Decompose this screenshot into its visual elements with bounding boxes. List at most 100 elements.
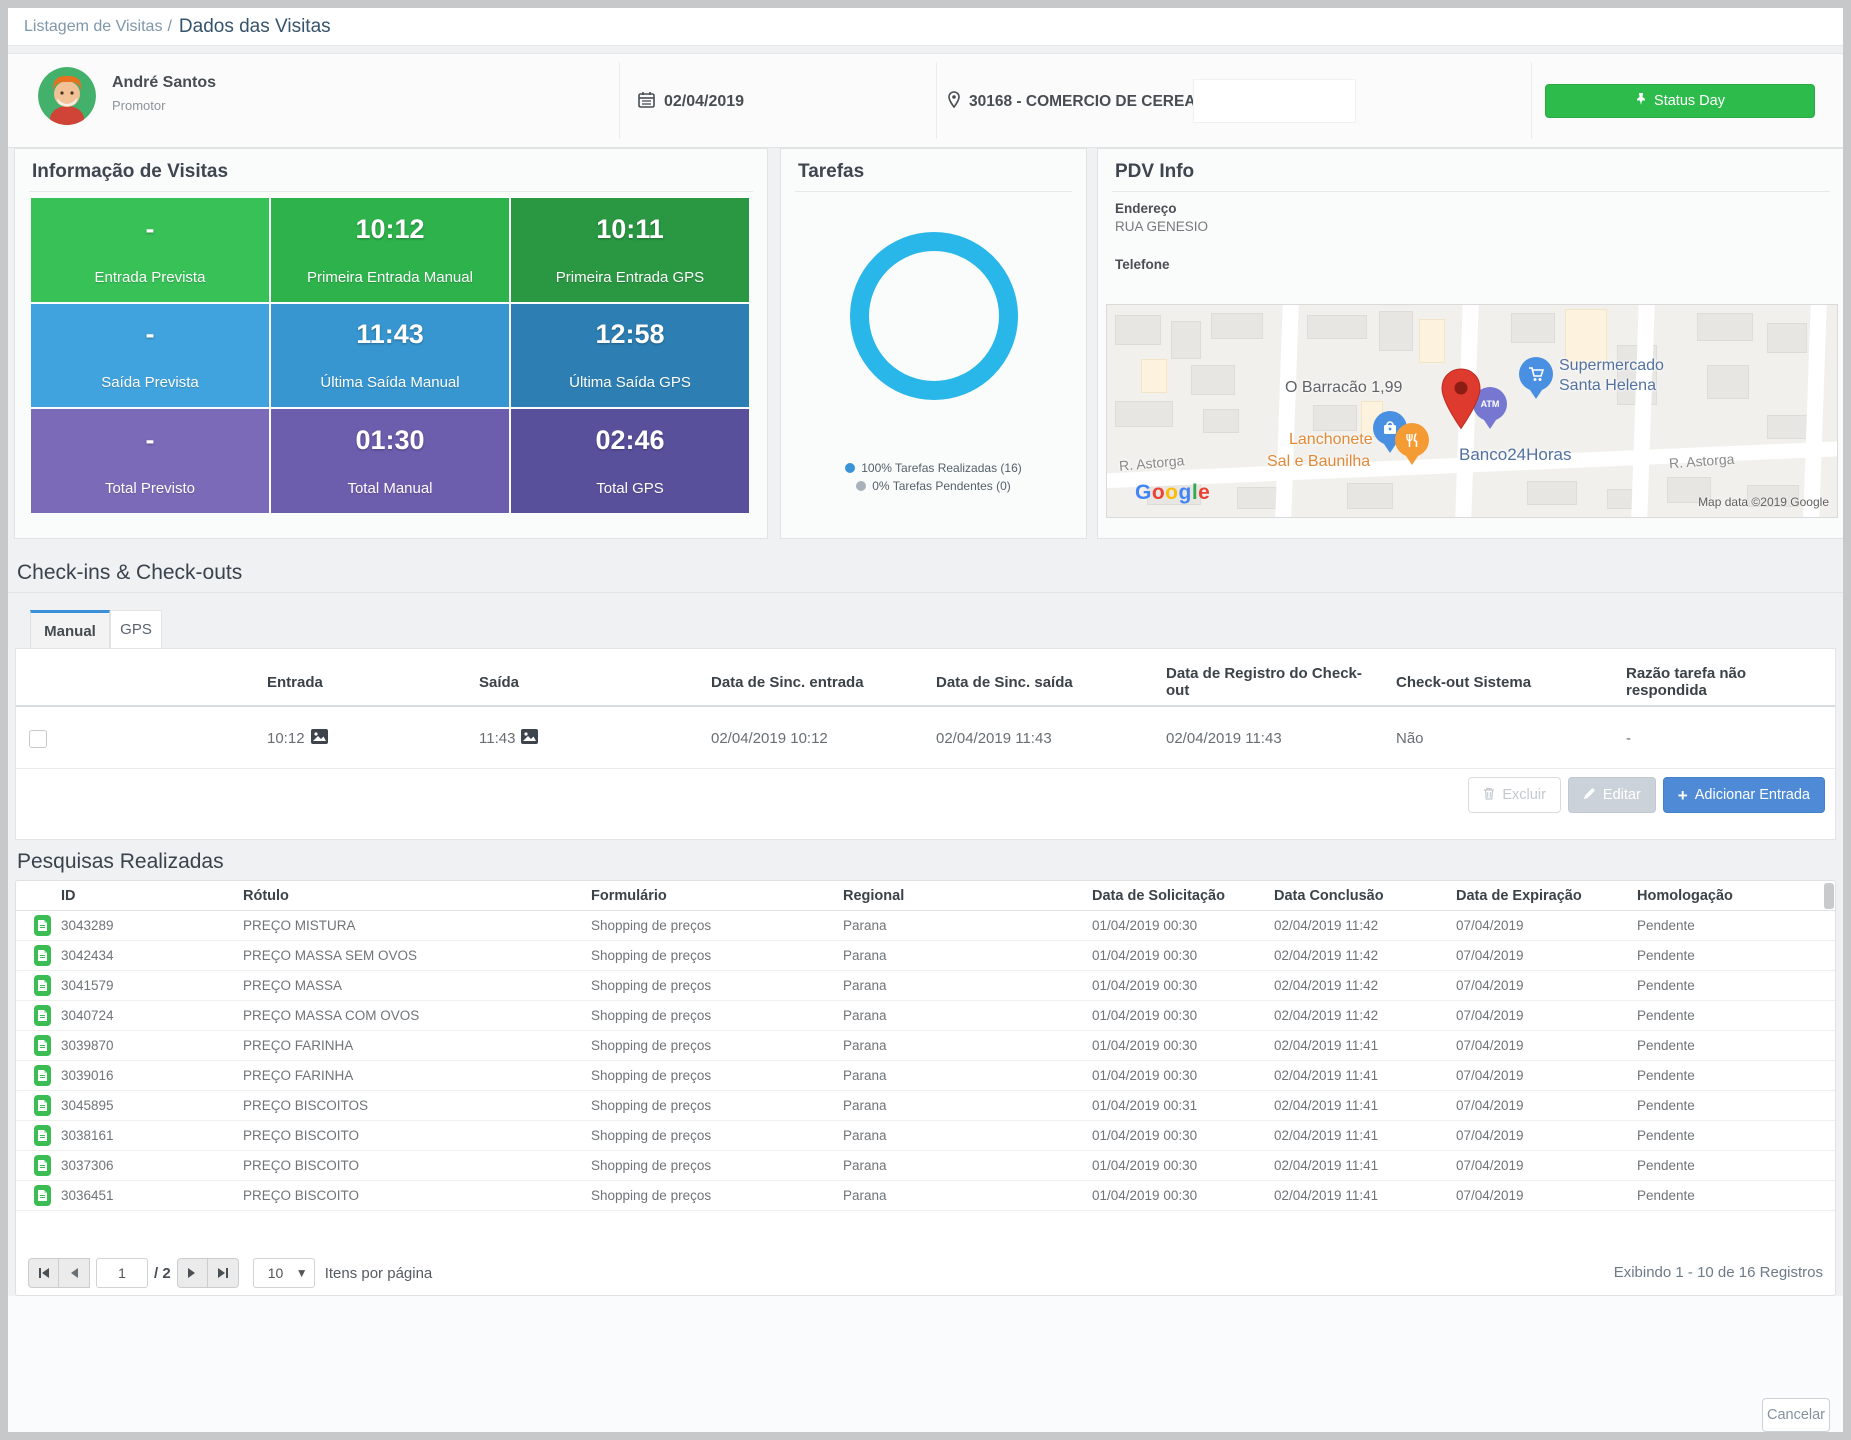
- footer-area: [8, 1296, 1843, 1432]
- document-icon: [34, 1065, 51, 1086]
- tile-total-manual: 01:30Total Manual: [271, 409, 509, 513]
- pdv-code: 30168 - COMERCIO DE CEREAIS: [969, 93, 1210, 111]
- document-icon: [34, 1005, 51, 1026]
- prev-page-button[interactable]: [59, 1258, 90, 1288]
- map-poi-banco: Banco24Horas: [1459, 445, 1571, 465]
- table-scrollbar[interactable]: [1824, 883, 1834, 909]
- address-label: Endereço: [1115, 201, 1177, 216]
- table-row[interactable]: 3043289PREÇO MISTURAShopping de preçosPa…: [16, 911, 1835, 941]
- pushpin-icon: [1635, 92, 1647, 110]
- legend-pendentes: 0% Tarefas Pendentes (0): [856, 479, 1011, 493]
- divider: [795, 191, 1072, 192]
- google-logo: Google: [1135, 481, 1210, 505]
- status-day-button[interactable]: Status Day: [1545, 84, 1815, 118]
- user-role: Promotor: [112, 98, 165, 113]
- divider: [1531, 62, 1532, 139]
- adicionar-entrada-button[interactable]: + Adicionar Entrada: [1663, 777, 1825, 813]
- map-poi-supermercado-line2: Santa Helena: [1559, 377, 1656, 395]
- visit-info-title: Informação de Visitas: [32, 161, 228, 183]
- table-row[interactable]: 3037306PREÇO BISCOITOShopping de preçosP…: [16, 1151, 1835, 1181]
- tasks-legend: 100% Tarefas Realizadas (16) 0% Tarefas …: [781, 461, 1086, 493]
- map-poi-lanchonete-line1: Lanchonete: [1289, 431, 1373, 449]
- visit-date-field[interactable]: 02/04/2019: [638, 54, 744, 149]
- tasks-title: Tarefas: [798, 161, 864, 183]
- visit-date: 02/04/2019: [664, 93, 744, 111]
- user-name: André Santos: [112, 74, 216, 92]
- saida-photo-icon[interactable]: [521, 729, 538, 748]
- visit-info-tiles: -Entrada Prevista 10:12Primeira Entrada …: [31, 198, 749, 513]
- document-icon: [34, 1155, 51, 1176]
- tile-primeira-entrada-gps: 10:11Primeira Entrada GPS: [511, 198, 749, 302]
- status-day-label: Status Day: [1654, 93, 1725, 109]
- document-icon: [34, 1185, 51, 1206]
- cancel-button[interactable]: Cancelar: [1762, 1398, 1830, 1432]
- tile-ultima-saida-manual: 11:43Última Saída Manual: [271, 304, 509, 408]
- pdv-info-card: PDV Info Endereço RUA GENESIO Telefone: [1097, 148, 1843, 539]
- pdv-field: 30168 - COMERCIO DE CEREAIS: [948, 54, 1210, 149]
- plus-icon: +: [1678, 787, 1688, 804]
- table-row[interactable]: 3038161PREÇO BISCOITOShopping de preçosP…: [16, 1121, 1835, 1151]
- tile-ultima-saida-gps: 12:58Última Saída GPS: [511, 304, 749, 408]
- tab-gps[interactable]: GPS: [110, 610, 162, 649]
- visit-header: André Santos Promotor 02/04/2019 30168 -…: [8, 53, 1843, 148]
- map-attribution: Map data ©2019 Google: [1698, 495, 1829, 509]
- address-value: RUA GENESIO: [1115, 219, 1208, 234]
- next-page-button[interactable]: [177, 1258, 208, 1288]
- location-pin-icon: [948, 91, 960, 113]
- divider: [29, 191, 753, 192]
- breadcrumb: Listagem de Visitas / Dados das Visitas: [8, 8, 1843, 46]
- divider: [8, 592, 1843, 593]
- table-row[interactable]: 3042434PREÇO MASSA SEM OVOSShopping de p…: [16, 941, 1835, 971]
- page-title: Dados das Visitas: [179, 16, 331, 38]
- map[interactable]: O Barracão 1,99 ATM: [1106, 304, 1838, 518]
- table-row[interactable]: 3039016PREÇO FARINHAShopping de preçosPa…: [16, 1061, 1835, 1091]
- entrada-photo-icon[interactable]: [311, 729, 328, 748]
- map-poi-supermercado-line1: Supermercado: [1559, 357, 1664, 375]
- table-row[interactable]: 3045895PREÇO BISCOITOSShopping de preços…: [16, 1091, 1835, 1121]
- calendar-icon: [638, 91, 655, 113]
- excluir-button[interactable]: Excluir: [1468, 777, 1561, 813]
- map-street-right: R. Astorga: [1669, 451, 1735, 472]
- pencil-icon: [1583, 787, 1596, 804]
- tile-entrada-prevista: -Entrada Prevista: [31, 198, 269, 302]
- legend-realizadas: 100% Tarefas Realizadas (16): [845, 461, 1022, 475]
- breadcrumb-parent-link[interactable]: Listagem de Visitas: [24, 18, 162, 36]
- document-icon: [34, 975, 51, 996]
- divider: [619, 62, 620, 139]
- map-poi-lanchonete-line2: Sal e Baunilha: [1267, 453, 1370, 471]
- surveys-table-header: ID Rótulo Formulário Regional Data de So…: [16, 881, 1835, 911]
- document-icon: [34, 1095, 51, 1116]
- legend-dot-realizadas: [845, 463, 855, 473]
- divider: [936, 62, 937, 139]
- row-checkbox[interactable]: [29, 730, 47, 748]
- page-number-input[interactable]: [96, 1258, 148, 1288]
- table-row[interactable]: 3040724PREÇO MASSA COM OVOSShopping de p…: [16, 1001, 1835, 1031]
- pdv-search-input[interactable]: [1193, 79, 1356, 123]
- items-per-page-select[interactable]: 10 ▼: [253, 1258, 315, 1288]
- legend-dot-pendentes: [856, 481, 866, 491]
- surveys-section-title: Pesquisas Realizadas: [17, 850, 224, 874]
- table-row[interactable]: 3036451PREÇO BISCOITOShopping de preçosP…: [16, 1181, 1835, 1211]
- pdv-info-title: PDV Info: [1115, 161, 1194, 183]
- tile-saida-prevista: -Saída Prevista: [31, 304, 269, 408]
- table-row[interactable]: 3039870PREÇO FARINHAShopping de preçosPa…: [16, 1031, 1835, 1061]
- page-total: / 2: [154, 1265, 171, 1282]
- visit-info-card: Informação de Visitas -Entrada Prevista …: [14, 148, 768, 539]
- divider: [1112, 191, 1830, 192]
- first-page-button[interactable]: [28, 1258, 59, 1288]
- checkins-row[interactable]: 10:12 11:43 02/04/2019 10:12 02/04/2019 …: [16, 709, 1835, 769]
- items-per-page-label: Itens por página: [325, 1265, 433, 1282]
- checkins-table-header: Entrada Saída Data de Sinc. entrada Data…: [16, 649, 1835, 707]
- table-row[interactable]: 3041579PREÇO MASSAShopping de preçosPara…: [16, 971, 1835, 1001]
- tab-manual[interactable]: Manual: [30, 610, 110, 649]
- red-marker-icon: [1439, 367, 1483, 438]
- avatar: [38, 67, 96, 125]
- tile-total-gps: 02:46Total GPS: [511, 409, 749, 513]
- last-page-button[interactable]: [208, 1258, 239, 1288]
- records-summary: Exibindo 1 - 10 de 16 Registros: [1614, 1264, 1823, 1281]
- screen: Listagem de Visitas / Dados das Visitas …: [0, 0, 1851, 1440]
- document-icon: [34, 1125, 51, 1146]
- editar-button[interactable]: Editar: [1568, 777, 1656, 813]
- tile-total-previsto: -Total Previsto: [31, 409, 269, 513]
- tile-primeira-entrada-manual: 10:12Primeira Entrada Manual: [271, 198, 509, 302]
